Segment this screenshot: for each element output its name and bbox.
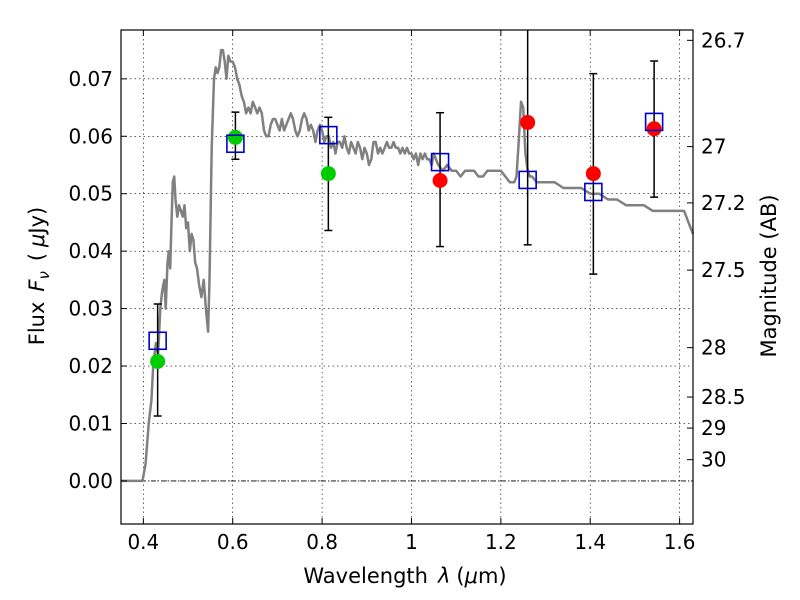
x-tick-label: 0.8 [306,530,338,554]
y2-tick-label: 26.7 [701,28,746,52]
y-tick-label: 0.04 [68,239,113,263]
marker-group [148,112,664,369]
y2-tick-label: 30 [701,448,726,472]
x-axis: 0.4 0.6 0.8 1 1.2 1.4 1.6 [127,30,696,554]
data-point-circle [227,129,243,145]
model-spectrum-group [121,48,695,483]
y2-tick-label: 27.5 [701,258,746,282]
x-tick-label: 1.2 [485,530,517,554]
grid [121,30,693,524]
model-flux-square [644,112,664,132]
x-tick-label: 0.4 [127,530,159,554]
data-point-circle [320,166,336,182]
y2-axis: 26.7 27 27.2 27.5 28 28.5 29 30 [687,28,746,472]
y2-tick-label: 29 [701,416,726,440]
y2-tick-label: 28.5 [701,385,746,409]
model-flux-square [319,125,338,145]
y-tick-label: 0.03 [68,297,113,321]
y-axis-label: FluxFν(μJy) [25,207,53,346]
model-flux-square [148,331,167,351]
x-tick-label: 1 [405,530,418,554]
y2-tick-label: 27 [701,135,726,159]
y-tick-label: 0.00 [68,469,113,493]
model-flux-square [518,170,537,190]
x-tick-label: 1.6 [664,530,696,554]
y-tick-label: 0.05 [68,182,113,206]
model-flux-square [584,182,603,202]
data-point-circle [432,172,448,188]
x-axis-label: Wavelength λ (μm) [303,564,506,588]
x-tick-label: 1.4 [574,530,606,554]
y-tick-label: 0.07 [68,67,113,91]
y2-tick-label: 28 [701,336,726,360]
y2-axis-label: Magnitude (AB) [757,194,781,357]
y2-tick-label: 27.2 [701,191,746,215]
data-point-circle [585,166,601,182]
model-flux-square [430,152,450,172]
data-point-circle [150,353,166,369]
x-tick-label: 0.6 [217,530,249,554]
y-tick-label: 0.02 [68,354,113,378]
y-axis: 0.00 0.01 0.02 0.03 0.04 0.05 0.06 0.07 [68,67,127,493]
data-point-circle [646,121,662,137]
plot-background [121,30,693,524]
model-spectrum-line [121,48,695,483]
plot-frame [120,29,694,525]
y-tick-label: 0.01 [68,411,113,435]
data-point-circle [520,114,536,130]
y-tick-label: 0.06 [68,124,113,148]
model-flux-square [226,134,245,154]
